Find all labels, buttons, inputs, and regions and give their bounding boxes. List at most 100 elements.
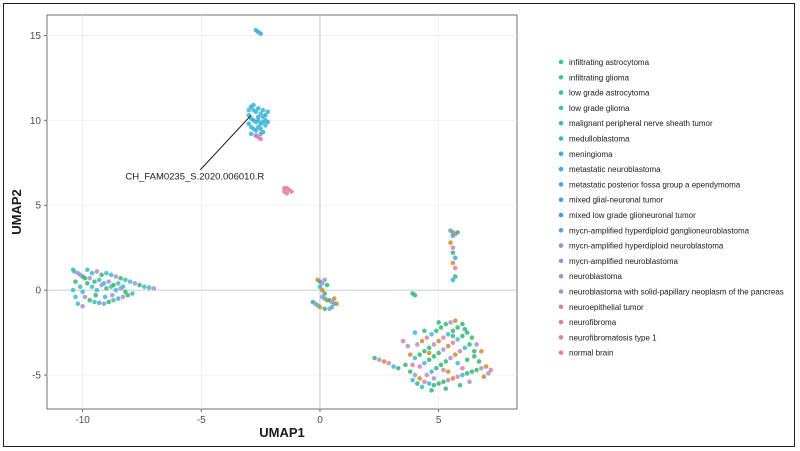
data-point xyxy=(87,298,93,303)
legend-label: medulloblastoma xyxy=(569,135,630,144)
data-point xyxy=(320,281,325,286)
data-point xyxy=(443,386,449,391)
data-point xyxy=(101,281,107,286)
data-point xyxy=(450,233,456,239)
legend-label: infiltrating astrocytoma xyxy=(569,58,650,67)
data-point xyxy=(441,379,446,385)
legend-key xyxy=(558,273,564,279)
data-point xyxy=(109,292,115,298)
data-point xyxy=(130,291,135,296)
data-point xyxy=(282,185,287,191)
data-point xyxy=(255,106,261,111)
data-point xyxy=(260,107,266,113)
x-tick-label: 5 xyxy=(436,415,442,426)
data-point xyxy=(457,348,463,354)
data-point xyxy=(431,342,437,347)
data-point xyxy=(436,338,441,344)
legend-key xyxy=(558,350,564,356)
data-point xyxy=(433,328,439,334)
data-point xyxy=(417,352,422,357)
data-point xyxy=(258,131,263,137)
data-point xyxy=(450,277,456,283)
data-point xyxy=(407,352,413,357)
data-point xyxy=(460,321,465,327)
data-point xyxy=(422,348,427,354)
data-point xyxy=(429,369,434,374)
legend-label: metastatic posterior fossa group a epend… xyxy=(569,180,741,189)
data-point xyxy=(258,31,263,36)
data-point xyxy=(441,335,446,340)
data-point xyxy=(460,333,465,339)
data-point xyxy=(101,301,107,307)
data-point xyxy=(142,284,147,290)
y-tick-label: 10 xyxy=(30,116,42,127)
data-point xyxy=(85,281,90,286)
figure-frame: CH_FAM0235_S.2020.006010.R -10 -5 0 5 -5 0 5 10… xyxy=(3,3,795,447)
data-point xyxy=(123,289,128,295)
data-point xyxy=(322,277,328,283)
legend-key xyxy=(558,59,564,65)
legend-label: meningioma xyxy=(569,150,613,159)
data-point xyxy=(82,275,88,281)
legend-label: low grade glioma xyxy=(569,104,630,113)
data-point xyxy=(452,318,458,323)
data-point xyxy=(436,381,441,386)
data-point xyxy=(108,272,114,278)
data-point xyxy=(452,352,458,357)
data-point xyxy=(464,330,470,335)
data-point xyxy=(450,260,456,266)
data-point xyxy=(94,287,100,293)
legend-label: neuroepithelial tumor xyxy=(569,303,644,312)
data-point xyxy=(94,269,100,274)
data-point xyxy=(396,365,401,371)
data-point xyxy=(289,189,294,194)
data-point xyxy=(455,230,460,235)
data-point xyxy=(455,374,460,380)
data-point xyxy=(441,367,446,373)
data-point xyxy=(410,362,415,368)
x-tick-label: 0 xyxy=(317,415,323,426)
legend-key xyxy=(558,243,564,248)
data-point xyxy=(89,284,95,290)
y-tick-label: -5 xyxy=(32,371,41,382)
annotation-leader-line xyxy=(199,114,252,171)
data-point xyxy=(92,279,97,284)
data-point xyxy=(329,304,335,310)
data-point xyxy=(417,364,422,369)
data-point xyxy=(73,294,78,300)
legend-key xyxy=(558,182,564,187)
data-point xyxy=(415,381,420,386)
data-point xyxy=(113,274,119,279)
data-point xyxy=(431,354,437,359)
data-point xyxy=(258,126,263,132)
data-point xyxy=(438,325,444,330)
y-tick-label: 0 xyxy=(35,286,41,297)
data-point xyxy=(87,275,93,281)
data-point xyxy=(258,111,263,116)
data-point xyxy=(73,279,78,284)
data-point xyxy=(113,287,119,293)
x-tick-label: -5 xyxy=(197,415,206,426)
data-point xyxy=(75,301,81,307)
axes: -10 -5 0 5 -5 0 5 10 15 xyxy=(30,31,442,426)
legend-label: low grade astrocytoma xyxy=(569,89,650,98)
data-point xyxy=(377,357,382,363)
data-point xyxy=(464,357,470,363)
data-point xyxy=(419,384,425,390)
data-point xyxy=(258,136,263,142)
data-point xyxy=(438,362,444,368)
legend: infiltrating astrocytoma infiltrating gli… xyxy=(558,58,784,358)
legend-label: malignant peripheral nerve sheath tumor xyxy=(569,119,713,128)
legend-label: mixed glial-neuronal tumor xyxy=(569,196,664,205)
data-point xyxy=(445,343,451,349)
data-point xyxy=(391,364,396,369)
annotation-label: CH_FAM0235_S.2020.006010.R xyxy=(125,172,264,183)
data-point xyxy=(412,292,418,298)
legend-label: mixed low grade glioneuronal tumor xyxy=(569,211,696,220)
annotation: CH_FAM0235_S.2020.006010.R xyxy=(125,114,264,183)
data-point xyxy=(450,328,456,334)
data-point xyxy=(486,371,491,376)
legend-label: neuroblastoma with solid-papillary neopl… xyxy=(569,288,784,297)
y-tick-label: 5 xyxy=(35,201,41,212)
data-point xyxy=(372,355,377,361)
